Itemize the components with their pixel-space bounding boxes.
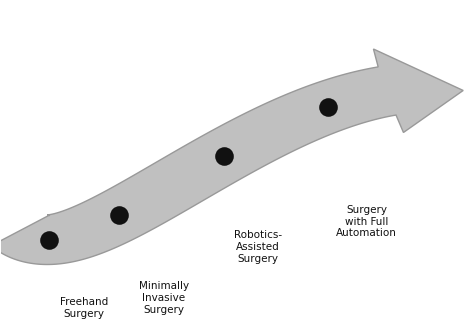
Text: Minimally
Invasive
Surgery: Minimally Invasive Surgery: [139, 281, 189, 315]
Polygon shape: [0, 49, 463, 265]
Point: [115, 213, 123, 218]
Point: [46, 237, 53, 242]
Text: Freehand
Surgery: Freehand Surgery: [60, 297, 108, 319]
Point: [324, 104, 331, 110]
Text: Robotics-
Assisted
Surgery: Robotics- Assisted Surgery: [234, 230, 283, 264]
Point: [220, 153, 228, 159]
Text: Surgery
with Full
Automation: Surgery with Full Automation: [336, 205, 397, 238]
